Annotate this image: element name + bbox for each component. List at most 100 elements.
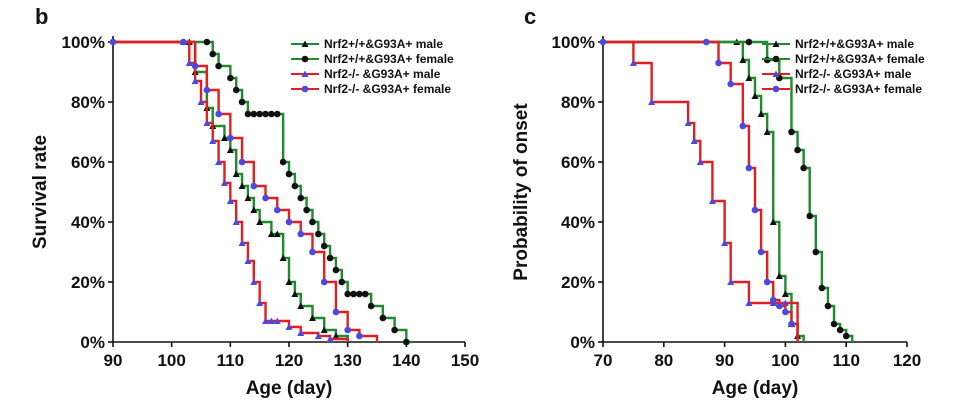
data-point <box>403 338 410 346</box>
data-point <box>776 302 783 310</box>
data-point <box>268 110 275 118</box>
data-point <box>356 332 363 340</box>
data-point <box>250 206 258 213</box>
legend-marker <box>772 40 780 47</box>
data-point <box>751 206 759 214</box>
x-tick-label: 80 <box>654 351 673 370</box>
y-tick-label: 0% <box>80 333 105 352</box>
data-point <box>775 272 783 279</box>
data-point <box>326 335 334 342</box>
data-point <box>379 314 387 322</box>
data-point <box>250 110 258 118</box>
data-point <box>285 323 293 330</box>
data-point <box>244 257 252 264</box>
data-point <box>800 164 807 172</box>
data-point <box>285 218 293 226</box>
data-point <box>215 158 223 165</box>
data-point <box>745 74 753 81</box>
data-point <box>739 122 747 130</box>
series-2 <box>113 38 349 342</box>
data-point <box>788 128 795 136</box>
data-point <box>238 239 246 246</box>
data-point <box>745 164 753 172</box>
data-point <box>250 182 258 190</box>
legend-label: Nrf2-/- &G93A+ female <box>795 82 922 96</box>
series-1 <box>603 38 854 342</box>
x-tick-label: 110 <box>832 351 859 370</box>
legend-marker <box>301 70 309 77</box>
data-point <box>232 86 240 94</box>
y-tick-label: 60% <box>71 153 105 172</box>
x-axis-label: Age (day) <box>246 378 333 399</box>
x-tick-label: 140 <box>392 351 420 370</box>
data-point <box>185 59 193 66</box>
data-point <box>291 182 299 190</box>
data-point <box>203 119 211 126</box>
data-point <box>267 317 275 324</box>
legend-marker <box>772 55 780 63</box>
panel-letter: b <box>35 4 48 29</box>
data-point <box>109 38 117 46</box>
legend-label: Nrf2-/- &G93A+ male <box>795 67 912 81</box>
series-0 <box>113 38 349 342</box>
data-point <box>303 206 310 214</box>
data-point <box>203 38 211 46</box>
data-point <box>818 284 826 292</box>
data-point <box>226 197 234 204</box>
legend-label: Nrf2+/+&G93A+ female <box>324 52 454 66</box>
data-point <box>203 86 211 94</box>
legend-label: Nrf2+/+&G93A+ male <box>324 37 443 51</box>
data-point <box>209 50 217 58</box>
y-tick-label: 80% <box>561 93 595 112</box>
data-point <box>297 302 305 309</box>
data-point <box>180 38 187 46</box>
data-point <box>308 314 316 321</box>
series-line <box>603 40 799 342</box>
data-point <box>273 230 281 237</box>
data-point <box>315 230 322 238</box>
data-point <box>220 179 228 186</box>
data-point <box>842 332 850 340</box>
data-point <box>763 278 771 286</box>
y-axis-label: Survival rate <box>30 135 51 249</box>
data-point <box>806 212 814 220</box>
data-point <box>344 326 351 334</box>
data-point <box>232 170 240 177</box>
y-axis-label: Probability of onset <box>511 103 532 281</box>
data-point <box>291 290 299 297</box>
x-tick-label: 130 <box>333 351 361 370</box>
data-point <box>648 98 656 105</box>
data-point <box>250 278 258 285</box>
data-point <box>256 218 264 225</box>
x-tick-label: 90 <box>715 351 734 370</box>
data-point <box>745 299 753 306</box>
legend-marker <box>301 85 309 93</box>
series-3 <box>603 38 799 342</box>
data-point <box>191 62 199 70</box>
x-tick-label: 120 <box>893 351 921 370</box>
data-point <box>262 194 269 202</box>
data-point <box>763 128 771 135</box>
data-point <box>715 59 722 67</box>
data-point <box>727 80 734 88</box>
data-point <box>684 119 692 126</box>
data-point <box>703 38 710 46</box>
survival-chart: b 0% 20% 40% 60% 80% 100% 90 100 110 120 130 140 150 A… <box>30 4 479 399</box>
data-point <box>244 194 252 201</box>
data-point <box>273 317 281 324</box>
data-point <box>197 98 205 105</box>
legend-label: Nrf2+/+&G93A+ female <box>795 52 925 66</box>
data-point <box>326 254 334 262</box>
data-point <box>238 182 246 189</box>
data-point <box>227 134 234 142</box>
data-point <box>769 218 777 225</box>
x-tick-label: 110 <box>217 351 244 370</box>
series-1 <box>113 38 413 346</box>
data-point <box>757 110 765 117</box>
data-point <box>690 137 698 144</box>
x-tick-label: 100 <box>771 351 799 370</box>
data-point <box>232 218 240 225</box>
